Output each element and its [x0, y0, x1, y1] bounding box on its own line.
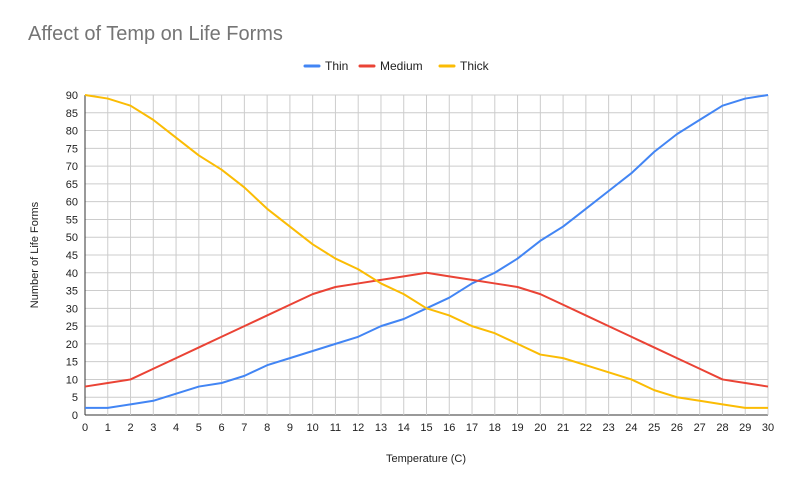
- x-tick-label: 1: [105, 422, 111, 434]
- y-tick-label: 45: [66, 250, 78, 262]
- y-tick-label: 0: [72, 410, 78, 422]
- x-tick-label: 30: [762, 422, 774, 434]
- legend-label: Medium: [380, 59, 423, 73]
- x-tick-label: 16: [443, 422, 455, 434]
- y-tick-label: 40: [66, 268, 78, 280]
- x-tick-label: 24: [625, 422, 637, 434]
- x-tick-label: 19: [511, 422, 523, 434]
- x-tick-label: 23: [603, 422, 615, 434]
- x-tick-label: 13: [375, 422, 387, 434]
- chart-title: Affect of Temp on Life Forms: [28, 23, 283, 45]
- y-tick-label: 55: [66, 214, 78, 226]
- legend: Thin Medium Thick: [303, 59, 490, 73]
- x-tick-label: 3: [150, 422, 156, 434]
- x-tick-label: 10: [307, 422, 319, 434]
- x-axis-label: Temperature (C): [386, 453, 466, 465]
- y-tick-label: 20: [66, 339, 78, 351]
- x-tick-label: 11: [330, 422, 341, 434]
- y-tick-label: 10: [66, 374, 78, 386]
- x-tick-label: 4: [173, 422, 179, 434]
- y-tick-label: 80: [66, 126, 78, 138]
- x-tick-label: 0: [82, 422, 88, 434]
- x-tick-label: 28: [716, 422, 728, 434]
- x-tick-label: 21: [557, 422, 569, 434]
- y-tick-label: 85: [66, 108, 78, 120]
- x-tick-label: 25: [648, 422, 660, 434]
- x-tick-label: 5: [196, 422, 202, 434]
- y-tick-label: 25: [66, 321, 78, 333]
- y-tick-label: 30: [66, 303, 78, 315]
- legend-label: Thick: [460, 59, 490, 73]
- series-line-medium: [84, 271, 769, 388]
- grid: [84, 94, 769, 416]
- y-tick-label: 50: [66, 232, 78, 244]
- legend-item-thin[interactable]: Thin: [303, 59, 348, 73]
- x-tick-label: 2: [127, 422, 133, 434]
- y-axis-label: Number of Life Forms: [29, 201, 41, 308]
- y-axis-ticks: 0 5 10 15 20 25 30 35 40 45 50 55 60 65 70 75 80 85 90: [66, 90, 78, 422]
- x-tick-label: 6: [219, 422, 225, 434]
- y-tick-label: 35: [66, 286, 78, 298]
- series-lines: [84, 94, 769, 409]
- x-tick-label: 8: [264, 422, 270, 434]
- x-tick-label: 15: [420, 422, 432, 434]
- x-tick-label: 26: [671, 422, 683, 434]
- y-tick-label: 70: [66, 161, 78, 173]
- legend-label: Thin: [325, 59, 348, 73]
- y-tick-label: 15: [66, 357, 78, 369]
- x-tick-label: 18: [489, 422, 501, 434]
- series-line-thick: [84, 94, 768, 409]
- x-tick-label: 9: [287, 422, 293, 434]
- y-tick-label: 60: [66, 197, 78, 209]
- x-tick-label: 22: [580, 422, 592, 434]
- legend-item-medium[interactable]: Medium: [358, 59, 423, 73]
- x-tick-label: 12: [352, 422, 364, 434]
- x-tick-label: 20: [534, 422, 546, 434]
- x-tick-label: 14: [398, 422, 410, 434]
- y-tick-label: 75: [66, 143, 78, 155]
- x-tick-label: 17: [466, 422, 478, 434]
- y-tick-label: 90: [66, 90, 78, 102]
- x-tick-label: 27: [694, 422, 706, 434]
- x-tick-label: 29: [739, 422, 751, 434]
- legend-item-thick[interactable]: Thick: [438, 59, 490, 73]
- x-axis-ticks: 0 1 2 3 4 5 6 7 8 9 10 11 12 13 14 15 16 17 18 19 20 21 22 23 24…: [82, 422, 774, 434]
- x-tick-label: 7: [241, 422, 247, 434]
- y-tick-label: 65: [66, 179, 78, 191]
- y-tick-label: 5: [72, 392, 78, 404]
